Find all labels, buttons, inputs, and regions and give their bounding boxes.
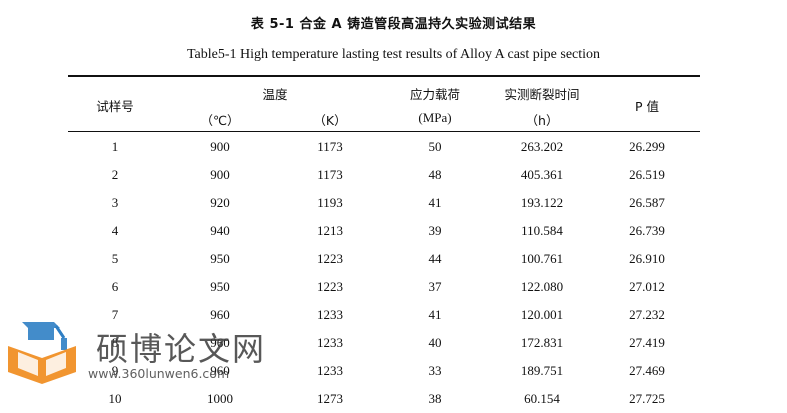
cell-celsius: 940 [210,223,230,238]
header-p-value: P 值 [634,99,659,114]
header-sample: 试样号 [96,99,134,114]
cell-celsius: 900 [210,167,230,182]
cell-celsius: 960 [210,335,230,350]
cell-celsius: 1000 [207,391,233,406]
header-stress: 应力载荷 [409,87,460,102]
table-row: 9 960 1233 33 189.751 27.469 [0,357,787,385]
table-row: 7 960 1233 41 120.001 27.232 [0,301,787,329]
header-rupture-time: 实测断裂时间 [504,87,580,102]
cell-kelvin: 1223 [317,279,343,294]
cell-p-value: 27.012 [629,279,665,294]
table-row: 10 1000 1273 38 60.154 27.725 [0,385,787,413]
cell-kelvin: 1173 [317,139,343,154]
watermark-url: www.360lunwen6.com [88,366,230,381]
cell-p-value: 27.232 [629,307,665,322]
cell-p-value: 26.739 [629,223,665,238]
cell-rupture-time: 100.761 [520,251,564,266]
header-rupture-unit: （h） [525,113,559,128]
cell-kelvin: 1223 [317,251,343,266]
cell-celsius: 950 [210,251,230,266]
cell-stress: 50 [428,139,442,154]
table-caption-english: Table5-1 High temperature lasting test r… [186,47,601,62]
cell-rupture-time: 120.001 [520,307,564,322]
cell-kelvin: 1233 [317,307,343,322]
header-temperature: 温度 [262,87,288,102]
cell-sample: 10 [108,391,122,406]
cell-p-value: 27.419 [629,335,665,350]
cell-p-value: 27.725 [629,391,665,406]
cell-celsius: 900 [210,139,230,154]
cell-rupture-time: 172.831 [520,335,564,350]
cell-sample: 8 [111,335,119,350]
header-celsius-unit: （℃） [200,113,240,128]
cell-stress: 38 [428,391,442,406]
table-caption-chinese: 表 5-1 合金 A 铸造管段高温持久实验测试结果 [250,17,537,32]
cell-rupture-time: 263.202 [520,139,564,154]
table-top-rule [68,75,700,77]
table-row: 1 900 1173 50 263.202 26.299 [0,133,787,161]
cell-p-value: 26.587 [629,195,665,210]
cell-stress: 40 [428,335,442,350]
watermark: 硕博论文网 www.360lunwen6.com [4,318,274,390]
cell-p-value: 26.910 [629,251,665,266]
cell-sample: 3 [111,195,119,210]
cell-rupture-time: 405.361 [520,167,564,182]
cell-stress: 37 [428,279,442,294]
table-header-rule [68,131,700,132]
header-kelvin-unit: （K） [313,113,347,128]
cell-rupture-time: 60.154 [524,391,560,406]
cell-rupture-time: 193.122 [520,195,564,210]
table-row: 2 900 1173 48 405.361 26.519 [0,161,787,189]
cell-sample: 1 [111,139,119,154]
cell-sample: 7 [111,307,119,322]
table-row: 8 960 1233 40 172.831 27.419 [0,329,787,357]
cell-sample: 5 [111,251,119,266]
cell-stress: 41 [428,307,442,322]
cell-rupture-time: 110.584 [521,223,563,238]
table-row: 4 940 1213 39 110.584 26.739 [0,217,787,245]
table-row: 6 950 1223 37 122.080 27.012 [0,273,787,301]
cell-sample: 4 [111,223,119,238]
graduation-book-icon [8,322,76,384]
cell-celsius: 920 [210,195,230,210]
cell-rupture-time: 189.751 [520,363,564,378]
cell-kelvin: 1173 [317,167,343,182]
cell-kelvin: 1193 [317,195,343,210]
cell-kelvin: 1233 [317,335,343,350]
cell-p-value: 26.299 [629,139,665,154]
cell-p-value: 26.519 [629,167,665,182]
cell-sample: 6 [111,279,119,294]
cell-celsius: 950 [210,279,230,294]
cell-kelvin: 1233 [317,363,343,378]
cell-stress: 48 [428,167,442,182]
cell-celsius: 960 [210,363,230,378]
header-stress-unit: (MPa) [418,110,452,125]
cell-stress: 33 [428,363,442,378]
cell-celsius: 960 [210,307,230,322]
cell-stress: 41 [428,195,442,210]
cell-kelvin: 1273 [317,391,343,406]
cell-sample: 2 [111,167,119,182]
cell-sample: 9 [111,363,119,378]
watermark-site-name: 硕博论文网 [96,330,267,368]
cell-p-value: 27.469 [629,363,665,378]
table-row: 3 920 1193 41 193.122 26.587 [0,189,787,217]
cell-rupture-time: 122.080 [520,279,564,294]
cell-stress: 39 [428,223,442,238]
cell-stress: 44 [428,251,442,266]
table-row: 5 950 1223 44 100.761 26.910 [0,245,787,273]
cell-kelvin: 1213 [317,223,343,238]
